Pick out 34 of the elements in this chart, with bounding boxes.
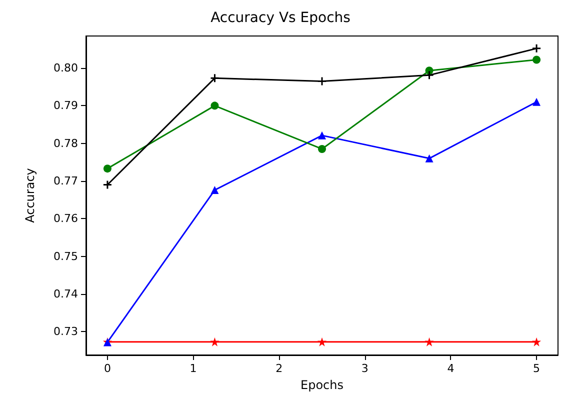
point (424, 337, 434, 346)
y-tick-label: 0.80 (54, 62, 78, 75)
point (318, 337, 326, 346)
point (103, 164, 112, 173)
chart-title: Accuracy Vs Epochs (210, 10, 350, 26)
x-tick-label: 3 (361, 362, 368, 375)
point (317, 76, 327, 86)
point (210, 186, 219, 194)
y-tick-label: 0.78 (54, 136, 78, 150)
point (532, 56, 541, 64)
y-tick-label: 0.79 (54, 99, 78, 112)
point (102, 180, 112, 190)
x-tick-label: 1 (190, 362, 197, 375)
point (210, 337, 220, 346)
x-tick-label: 2 (276, 362, 283, 375)
point (532, 98, 541, 106)
x-tick-label: 5 (533, 362, 540, 375)
point (532, 44, 542, 54)
point (532, 337, 542, 346)
point (424, 70, 434, 80)
x-tick-label: 4 (447, 362, 454, 375)
y-tick-label: 0.74 (54, 287, 78, 300)
y-tick-label: 0.77 (54, 174, 78, 188)
y-axis-title: Accuracy (23, 168, 37, 223)
point (318, 144, 326, 153)
point (318, 131, 326, 140)
y-tick-label: 0.75 (54, 250, 78, 263)
y-tick-label: 0.76 (54, 212, 78, 226)
y-tick-label: 0.73 (54, 325, 78, 338)
point (210, 102, 219, 110)
point (425, 154, 434, 162)
x-axis-title: Epochs (300, 378, 344, 392)
point (210, 73, 220, 83)
x-tick-label: 0 (104, 362, 111, 375)
